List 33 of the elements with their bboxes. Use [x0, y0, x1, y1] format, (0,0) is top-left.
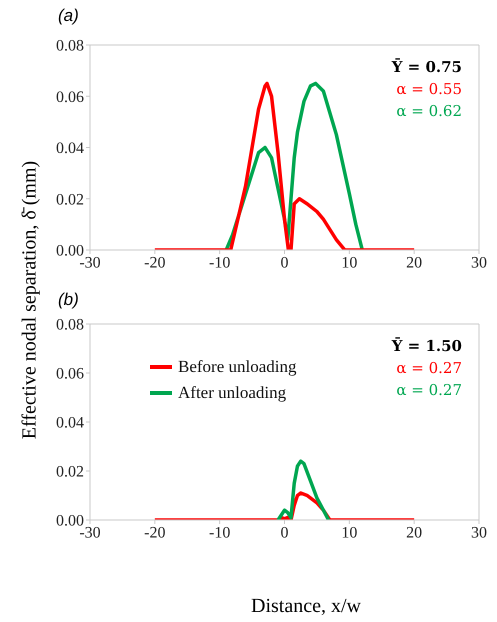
x-tick-label: 30 — [471, 524, 487, 542]
y-tick-label: 0.08 — [56, 316, 84, 334]
legend-label: After unloading — [178, 382, 286, 404]
x-tick-label: 20 — [406, 524, 422, 542]
legend-label: Before unloading — [178, 356, 296, 378]
y-axis-title: Effective nodal separation, δ̄ (mm) — [18, 160, 42, 440]
chart-title: (b) — [58, 290, 79, 310]
annotation: α = 0.55 — [395, 79, 462, 100]
x-tick-label: -20 — [144, 524, 166, 542]
annotation: α = 0.27 — [395, 358, 462, 379]
x-tick-label: 20 — [406, 254, 422, 272]
annotation: Ȳ = 1.50 — [392, 336, 462, 357]
y-tick-label: 0.06 — [56, 366, 84, 383]
y-tick-label: 0.08 — [56, 38, 84, 55]
x-tick-label: 10 — [341, 254, 358, 272]
y-tick-label: 0.02 — [56, 191, 84, 208]
chart-title: (a) — [58, 6, 79, 26]
annotation: α = 0.62 — [395, 101, 462, 122]
line-series — [276, 459, 330, 520]
x-tick-label: 30 — [471, 254, 487, 272]
x-tick-label: 0 — [280, 254, 288, 272]
y-tick-label: 0.04 — [56, 414, 84, 432]
y-tick-label: 0.06 — [56, 88, 84, 106]
x-tick-label: 10 — [341, 524, 358, 542]
annotation: Ȳ = 0.75 — [392, 57, 462, 78]
x-tick-label: -10 — [209, 524, 230, 542]
y-tick-label: 0.02 — [56, 464, 84, 481]
x-axis-title: Distance, x/w — [250, 595, 362, 618]
x-tick-label: 0 — [280, 524, 288, 542]
y-tick-label: 0.04 — [56, 140, 84, 158]
x-tick-label: -10 — [209, 254, 230, 272]
annotation: α = 0.27 — [395, 380, 462, 401]
x-tick-label: -20 — [144, 254, 166, 272]
